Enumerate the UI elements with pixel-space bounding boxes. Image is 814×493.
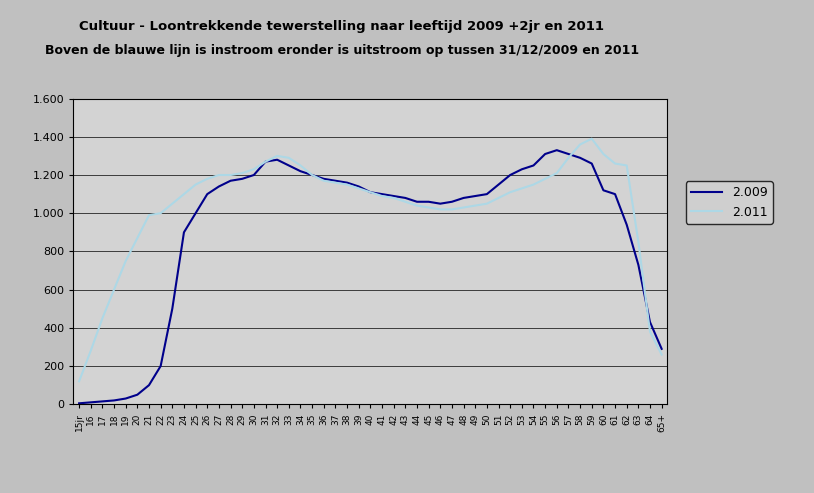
Line: 2.009: 2.009 [79,150,662,403]
2.009 [493,181,503,187]
Text: Cultuur - Loontrekkende tewerstelling naar leeftijd 2009 +2jr en 2011: Cultuur - Loontrekkende tewerstelling na… [80,20,604,33]
2.011 [587,136,597,141]
2.009 [657,346,667,352]
2.009 [646,319,655,325]
2.009 [552,147,562,153]
2.009 [74,400,84,406]
2.011 [249,166,259,172]
2.009 [249,172,259,178]
2.011 [646,329,655,335]
2.009 [203,191,212,197]
2.011 [74,379,84,385]
Line: 2.011: 2.011 [79,139,662,382]
2.011 [493,195,503,201]
2.011 [657,352,667,357]
2.011 [203,176,212,182]
2.011 [260,159,270,165]
2.009 [459,195,469,201]
2.011 [459,205,469,211]
Legend: 2.009, 2.011: 2.009, 2.011 [685,181,772,223]
2.009 [260,159,270,165]
Text: Boven de blauwe lijn is instroom eronder is uitstroom op tussen 31/12/2009 en 20: Boven de blauwe lijn is instroom eronder… [45,44,639,57]
